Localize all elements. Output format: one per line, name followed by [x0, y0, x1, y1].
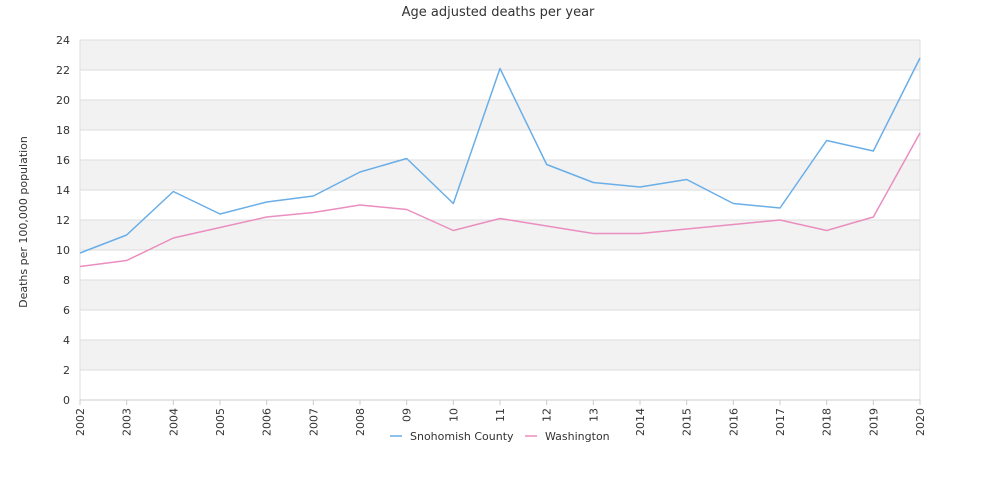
plot-band [80, 280, 920, 310]
x-tick-label: 2004 [167, 408, 180, 436]
y-tick-label: 22 [56, 64, 70, 77]
plot-band [80, 310, 920, 340]
plot-band [80, 190, 920, 220]
y-tick-label: 18 [56, 124, 70, 137]
x-tick-label: 09 [401, 408, 414, 422]
y-tick-label: 20 [56, 94, 70, 107]
chart-title: Age adjusted deaths per year [402, 5, 595, 20]
plot-band [80, 70, 920, 100]
plot-band [80, 100, 920, 130]
plot-band [80, 250, 920, 280]
x-axis-ticks: 2002 2003 2004 2005 2006 2007 2008 09 10 11 12 13 20… [74, 400, 927, 436]
y-tick-label: 0 [63, 394, 70, 407]
plot-band [80, 130, 920, 160]
y-tick-label: 24 [56, 34, 70, 47]
x-tick-label: 11 [494, 408, 507, 422]
y-tick-label: 4 [63, 334, 70, 347]
plot-background-bands [80, 40, 920, 400]
x-tick-label: 2016 [727, 408, 740, 436]
x-tick-label: 2018 [821, 408, 834, 436]
y-axis-title: Deaths per 100,000 population [17, 136, 30, 308]
plot-band [80, 40, 920, 70]
x-tick-label: 2005 [214, 408, 227, 436]
y-tick-label: 12 [56, 214, 70, 227]
series-line-2 [79, 132, 921, 268]
series-lines [79, 57, 921, 268]
plot-band [80, 340, 920, 370]
x-tick-label: 2015 [681, 408, 694, 436]
series-line-1 [79, 57, 921, 254]
x-tick-label: 12 [541, 408, 554, 422]
legend-label-1: Snohomish County [410, 430, 514, 443]
plot-band [80, 220, 920, 250]
y-tick-label: 14 [56, 184, 70, 197]
y-tick-label: 6 [63, 304, 70, 317]
x-tick-label: 2019 [867, 408, 880, 436]
x-tick-label: 2017 [774, 408, 787, 436]
x-tick-label: 13 [587, 408, 600, 422]
x-tick-label: 2020 [914, 408, 927, 436]
x-tick-label: 2003 [121, 408, 134, 436]
y-tick-label: 10 [56, 244, 70, 257]
x-tick-label: 2014 [634, 408, 647, 436]
plot-band [80, 370, 920, 400]
x-tick-label: 2002 [74, 408, 87, 436]
y-tick-label: 16 [56, 154, 70, 167]
x-tick-label: 2008 [354, 408, 367, 436]
legend-label-2: Washington [545, 430, 610, 443]
y-tick-label: 8 [63, 274, 70, 287]
x-tick-label: 2006 [261, 408, 274, 436]
plot-band [80, 160, 920, 190]
x-tick-label: 10 [447, 408, 460, 422]
x-tick-label: 2007 [307, 408, 320, 436]
y-tick-label: 2 [63, 364, 70, 377]
legend: Snohomish County Washington [390, 430, 610, 443]
